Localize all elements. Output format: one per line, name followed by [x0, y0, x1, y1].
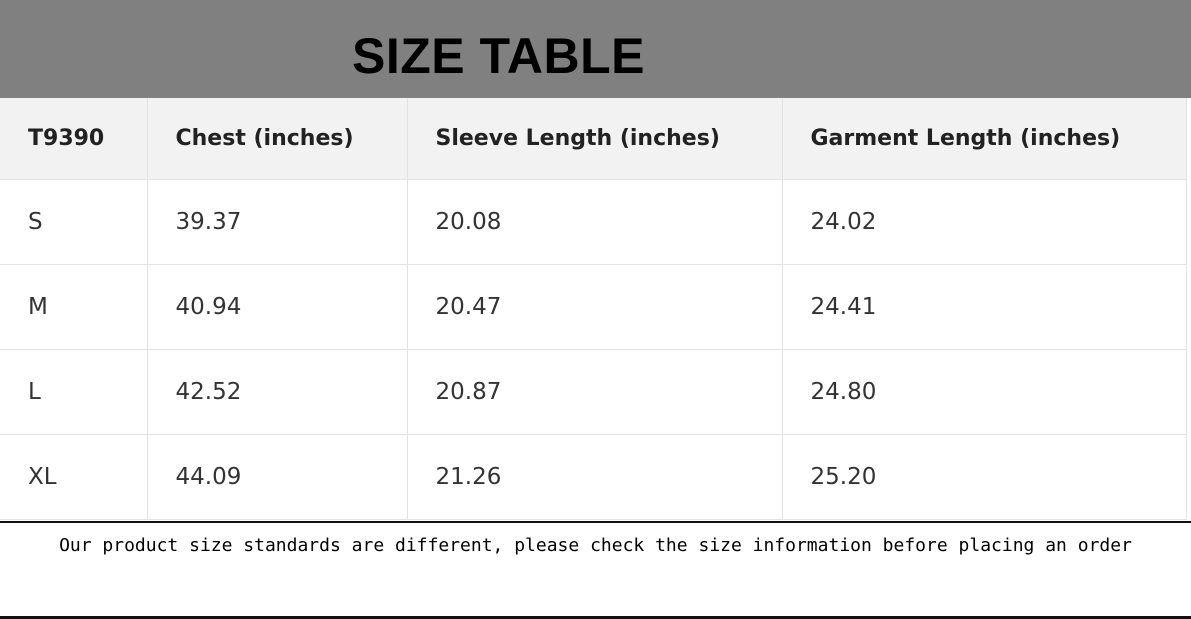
- size-cell: M: [0, 264, 148, 350]
- sleeve-cell: 20.47: [406, 264, 783, 350]
- length-cell: 24.80: [781, 349, 1187, 435]
- title-banner: SIZE TABLE: [0, 0, 1191, 98]
- chest-cell: 39.37: [146, 179, 408, 265]
- size-cell: XL: [0, 434, 148, 520]
- header-chest: Chest (inches): [146, 98, 408, 180]
- table-row: L 42.52 20.87 24.80: [0, 349, 1187, 435]
- chest-cell: 42.52: [146, 349, 408, 435]
- size-cell: S: [0, 179, 148, 265]
- header-garment-length: Garment Length (inches): [781, 98, 1187, 180]
- table-header-row: T9390 Chest (inches) Sleeve Length (inch…: [0, 98, 1187, 180]
- table-row: M 40.94 20.47 24.41: [0, 264, 1187, 350]
- chest-cell: 40.94: [146, 264, 408, 350]
- table-row: XL 44.09 21.26 25.20: [0, 434, 1187, 520]
- footer-note: Our product size standards are different…: [59, 535, 1132, 556]
- footer-note-box: Our product size standards are different…: [0, 521, 1191, 619]
- header-sleeve-length: Sleeve Length (inches): [406, 98, 783, 180]
- length-cell: 24.02: [781, 179, 1187, 265]
- sleeve-cell: 21.26: [406, 434, 783, 520]
- table-row: S 39.37 20.08 24.02: [0, 179, 1187, 265]
- size-cell: L: [0, 349, 148, 435]
- length-cell: 25.20: [781, 434, 1187, 520]
- size-table: T9390 Chest (inches) Sleeve Length (inch…: [0, 98, 1187, 520]
- chest-cell: 44.09: [146, 434, 408, 520]
- page-title: SIZE TABLE: [352, 28, 645, 84]
- sleeve-cell: 20.87: [406, 349, 783, 435]
- sleeve-cell: 20.08: [406, 179, 783, 265]
- header-model: T9390: [0, 98, 148, 180]
- length-cell: 24.41: [781, 264, 1187, 350]
